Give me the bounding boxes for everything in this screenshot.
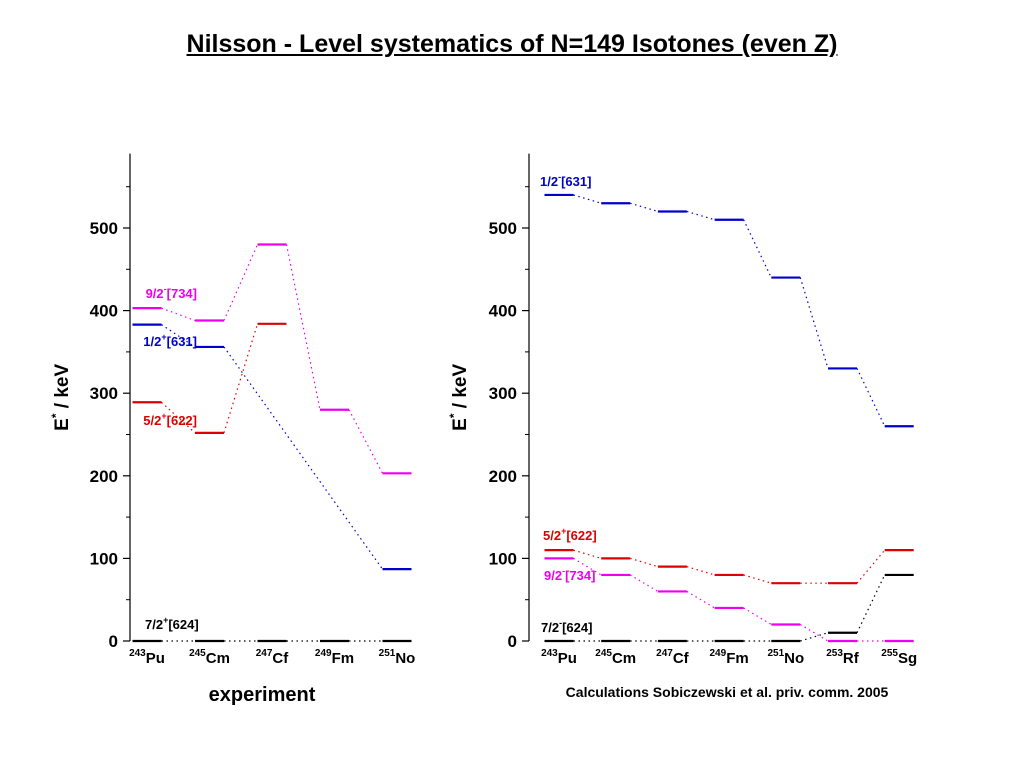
y-tick-label: 400 [489, 302, 517, 321]
category-label: 247Cf [656, 648, 690, 667]
level-label: 7/2+[624] [145, 615, 199, 632]
level-connector [630, 557, 659, 568]
level-connector [223, 346, 383, 570]
level-connector [799, 623, 829, 642]
level-connector [800, 632, 829, 642]
level-connector [743, 607, 772, 625]
y-tick-label: 500 [90, 219, 118, 238]
y-tick-label: 0 [109, 632, 118, 651]
level-connector [161, 324, 196, 348]
category-label: 251No [767, 648, 804, 667]
level-connector [223, 244, 259, 321]
y-tick-label: 100 [489, 549, 517, 568]
y-tick-label: 300 [90, 384, 118, 403]
level-connector [573, 557, 602, 576]
category-label: 245Cm [595, 648, 636, 667]
y-tick-label: 200 [489, 467, 517, 486]
level-label: 9/2-[734] [146, 284, 197, 301]
y-tick-label: 300 [489, 384, 517, 403]
level-connector [630, 202, 659, 213]
level-connector [686, 210, 715, 221]
slide-title: Nilsson - Level systematics of N=149 Iso… [186, 30, 838, 58]
y-tick-label: 0 [508, 632, 517, 651]
level-connector [743, 219, 772, 278]
level-connector [285, 244, 321, 410]
panel-caption: Calculations Sobiczewski et al. priv. co… [566, 684, 889, 700]
category-label: 243Pu [129, 648, 165, 667]
y-tick-label: 200 [90, 467, 118, 486]
level-label: 1/2-[631] [540, 172, 591, 189]
category-label: 243Pu [541, 648, 577, 667]
panel-caption: experiment [209, 684, 316, 706]
y-axis-label: E* / keV [447, 364, 471, 431]
level-connector [856, 574, 886, 633]
level-label: 9/2-[734] [544, 566, 595, 583]
category-label: 245Cm [189, 648, 230, 667]
category-label: 247Cf [256, 648, 290, 667]
category-label: 249Fm [315, 648, 354, 667]
level-connector [686, 566, 715, 576]
level-connector [856, 549, 886, 584]
level-connector [223, 323, 259, 434]
level-label: 1/2+[631] [143, 332, 197, 349]
level-label: 7/2-[624] [541, 618, 592, 635]
level-connector [161, 307, 196, 322]
calculation-panel: 0 100 200 300 400 500 E* / keV 243Pu 245Cm 247Cf 2… [447, 153, 917, 700]
category-label: 255Sg [881, 648, 917, 667]
level-label: 5/2+[622] [143, 411, 197, 428]
level-connector [799, 277, 829, 369]
level-connector [743, 574, 772, 584]
level-connector [573, 194, 602, 204]
category-label: 253Rf [826, 648, 860, 667]
experiment-panel: 0 100 200 300 400 500 E* / keV 243Pu 245Cm 247Cf 2… [49, 153, 416, 706]
y-tick-label: 400 [90, 302, 118, 321]
y-tick-label: 100 [90, 549, 118, 568]
y-axis-label: E* / keV [49, 364, 73, 431]
level-connector [348, 409, 384, 474]
category-label: 251No [379, 648, 416, 667]
category-label: 249Fm [710, 648, 749, 667]
level-label: 5/2+[622] [543, 526, 597, 543]
level-connector [686, 590, 715, 609]
y-tick-label: 500 [489, 219, 517, 238]
level-connector [629, 574, 659, 592]
level-connector [856, 368, 886, 427]
level-connector [573, 549, 602, 559]
